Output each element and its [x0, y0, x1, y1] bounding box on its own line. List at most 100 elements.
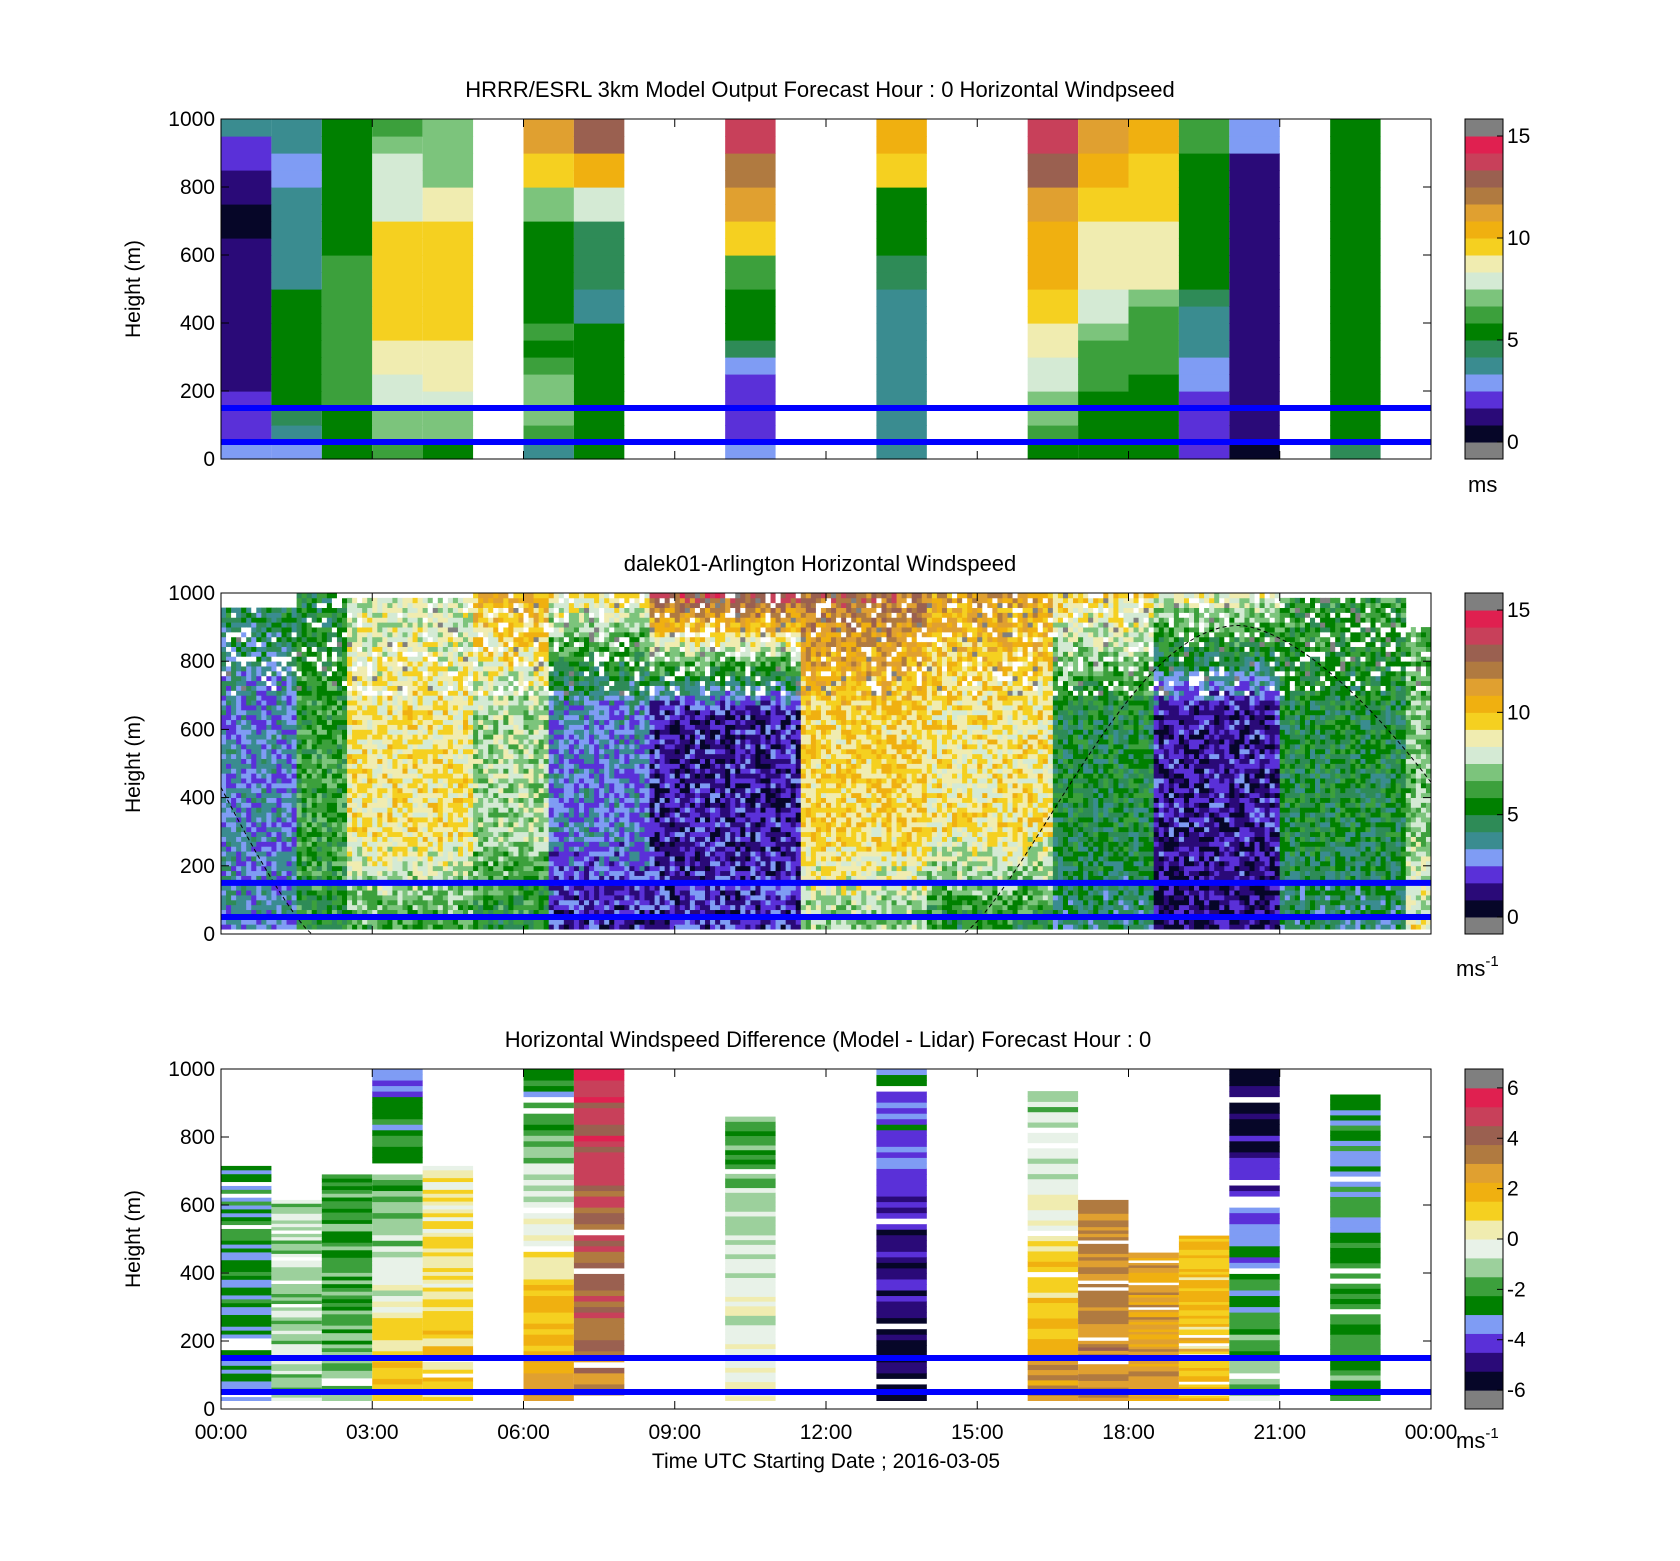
lidar-cell	[548, 680, 555, 686]
lidar-cell	[372, 622, 378, 628]
lidar-cell	[548, 768, 555, 774]
lidar-cell	[231, 924, 237, 930]
lidar-cell	[508, 636, 514, 643]
lidar-cell	[523, 739, 529, 745]
lidar-cell	[321, 768, 328, 774]
lidar-cell	[377, 700, 383, 706]
lidar-cell	[528, 885, 534, 891]
lidar-cell	[387, 899, 393, 906]
model-cell	[321, 357, 373, 375]
lidar-cell	[427, 680, 434, 686]
lidar-cell	[548, 802, 555, 808]
lidar-cell	[543, 748, 550, 755]
lidar-cell	[523, 753, 529, 760]
lidar-cell	[533, 612, 540, 618]
lidar-cell	[306, 734, 313, 740]
lidar-cell	[326, 885, 333, 891]
lidar-cell	[457, 744, 464, 750]
lidar-cell	[553, 700, 560, 706]
lidar-cell	[533, 709, 540, 716]
lidar-cell	[336, 763, 343, 769]
lidar-cell	[407, 768, 413, 774]
lidar-cell	[382, 651, 388, 657]
lidar-cell	[311, 695, 318, 701]
lidar-cell	[538, 641, 545, 647]
lidar-cell	[331, 782, 338, 789]
lidar-cell	[362, 666, 368, 672]
lidar-cell	[306, 607, 313, 613]
lidar-cell	[256, 836, 262, 842]
lidar-cell	[437, 870, 444, 876]
lidar-cell	[352, 636, 358, 643]
lidar-cell	[523, 680, 529, 686]
lidar-cell	[447, 875, 454, 881]
model-cell	[1178, 153, 1230, 171]
lidar-cell	[523, 627, 529, 633]
lidar-cell	[533, 602, 540, 609]
lidar-cell	[342, 602, 348, 609]
lidar-cell	[266, 846, 272, 852]
lidar-cell	[528, 724, 534, 730]
lidar-cell	[447, 627, 454, 633]
lidar-cell	[246, 729, 252, 735]
lidar-cell	[226, 909, 232, 915]
lidar-cell	[316, 758, 323, 764]
lidar-cell	[367, 680, 373, 686]
lidar-cell	[422, 768, 429, 774]
lidar-cell	[528, 909, 534, 915]
lidar-cell	[276, 690, 282, 696]
lidar-cell	[397, 875, 403, 881]
lidar-cell	[296, 729, 303, 735]
lidar-cell	[533, 787, 540, 794]
model-cell	[523, 408, 574, 426]
lidar-cell	[372, 919, 378, 925]
lidar-cell	[533, 807, 540, 813]
lidar-cell	[241, 714, 247, 721]
lidar-cell	[473, 646, 479, 652]
lidar-cell	[528, 797, 534, 803]
model-cell	[523, 204, 574, 222]
lidar-cell	[493, 656, 499, 662]
lidar-cell	[442, 763, 449, 769]
lidar-cell	[483, 909, 489, 915]
lidar-cell	[367, 617, 373, 623]
lidar-cell	[468, 700, 474, 706]
lidar-cell	[528, 709, 534, 716]
lidar-cell	[266, 607, 272, 613]
lidar-cell	[523, 724, 529, 730]
lidar-cell	[452, 826, 459, 833]
lidar-cell	[437, 748, 444, 755]
lidar-cell	[473, 860, 479, 867]
lidar-cell	[336, 802, 343, 808]
lidar-cell	[503, 836, 509, 842]
lidar-cell	[296, 690, 303, 696]
lidar-cell	[508, 802, 514, 808]
model-cell	[372, 255, 423, 273]
lidar-cell	[402, 670, 408, 677]
lidar-cell	[473, 802, 479, 808]
lidar-cell	[543, 919, 550, 925]
lidar-cell	[321, 651, 328, 657]
lidar-cell	[241, 895, 247, 901]
lidar-cell	[543, 597, 550, 604]
lidar-cell	[558, 909, 565, 915]
lidar-cell	[256, 782, 262, 789]
lidar-cell	[352, 792, 358, 798]
model-cell	[1178, 323, 1230, 341]
lidar-cell	[306, 675, 313, 682]
lidar-cell	[362, 753, 368, 760]
lidar-cell	[352, 680, 358, 686]
lidar-cell	[271, 841, 277, 847]
lidar-cell	[362, 773, 368, 779]
lidar-cell	[256, 841, 262, 847]
lidar-cell	[271, 860, 277, 867]
lidar-cell	[473, 695, 479, 701]
lidar-cell	[316, 705, 323, 711]
lidar-cell	[488, 904, 494, 911]
lidar-cell	[316, 651, 323, 657]
lidar-cell	[558, 641, 565, 647]
lidar-cell	[447, 812, 454, 818]
lidar-cell	[281, 734, 287, 740]
lidar-cell	[452, 778, 459, 784]
lidar-cell	[457, 680, 464, 686]
